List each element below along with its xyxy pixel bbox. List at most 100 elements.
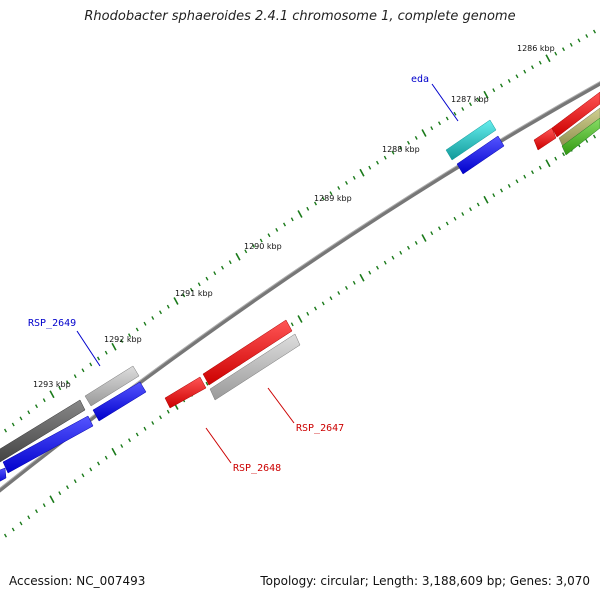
scale-tick-minor: [120, 444, 124, 448]
scale-tick-minor: [3, 428, 8, 433]
scale-tick-major: [359, 168, 365, 177]
scale-tick-minor: [65, 485, 70, 490]
scale-label-1289: 1289 kbp: [314, 194, 352, 203]
scale-tick-minor: [19, 416, 23, 421]
eda-leader-line: [431, 83, 459, 122]
scale-tick-minor: [27, 515, 31, 520]
scale-tick-minor: [11, 527, 15, 532]
scale-label-1293: 1293 kbp: [33, 380, 71, 389]
scale-tick-minor: [267, 233, 271, 238]
scale-tick-major: [483, 90, 489, 99]
scale-tick-major: [545, 54, 551, 63]
scale-tick-minor: [306, 311, 310, 316]
scale-tick-minor: [515, 74, 519, 79]
scale-tick-major: [483, 195, 489, 204]
accession-text: Accession: NC_007493: [9, 574, 146, 588]
scale-tick-minor: [42, 398, 46, 403]
scale-tick-minor: [515, 179, 519, 184]
feature-eda-gene[interactable]: [445, 119, 497, 161]
scale-tick-major: [49, 390, 55, 399]
scale-tick-minor: [530, 170, 535, 175]
scale-tick-minor: [461, 107, 465, 111]
scale-tick-minor: [523, 69, 527, 74]
scale-tick-minor: [437, 121, 442, 126]
feature-rsp2649-gene[interactable]: [84, 365, 140, 407]
scale-tick-minor: [375, 160, 380, 165]
scale-tick-minor: [399, 145, 403, 150]
scale-tick-minor: [476, 97, 480, 102]
scale-tick-minor: [561, 47, 566, 52]
scale-tick-minor: [523, 174, 527, 179]
scale-tick-minor: [530, 65, 535, 70]
gene-label-rsp2649[interactable]: RSP_2649: [28, 318, 76, 329]
scale-tick-minor: [11, 422, 15, 427]
scale-tick-minor: [453, 111, 457, 116]
gene-label-eda[interactable]: eda: [411, 74, 429, 85]
feature-dark-grey-gene[interactable]: [0, 399, 86, 463]
scale-tick-minor: [437, 226, 442, 231]
scale-tick-minor: [445, 116, 449, 121]
feature-red-large-gene[interactable]: [202, 319, 293, 386]
scale-tick-minor: [329, 296, 333, 301]
rsp2648-leader-line: [205, 427, 232, 464]
scale-tick-minor: [561, 152, 566, 157]
genome-summary-text: Topology: circular; Length: 3,188,609 bp…: [260, 574, 590, 588]
genome-backbone: [0, 81, 600, 493]
scale-tick-minor: [554, 156, 558, 161]
scale-label-1291: 1291 kbp: [175, 289, 213, 298]
scale-tick-minor: [592, 134, 597, 139]
scale-tick-major: [545, 159, 551, 168]
scale-tick-minor: [507, 183, 511, 188]
scale-tick-minor: [251, 243, 256, 248]
scale-tick-minor: [27, 410, 31, 415]
scale-tick-major: [173, 297, 179, 305]
feature-red-small-gene[interactable]: [164, 376, 207, 409]
scale-tick-minor: [228, 260, 232, 265]
feature-red-right-gene[interactable]: [533, 91, 600, 151]
scale-tick-major: [111, 447, 117, 456]
scale-tick-minor: [344, 180, 349, 185]
scale-tick-minor: [430, 231, 434, 236]
feature-green-gene[interactable]: [561, 117, 600, 156]
feature-blue-mid-gene[interactable]: [92, 381, 147, 422]
scale-tick-minor: [585, 34, 589, 38]
scale-tick-minor: [391, 255, 395, 260]
scale-tick-minor: [445, 221, 449, 226]
feature-rsp2647-gene[interactable]: [209, 333, 301, 401]
scale-tick-minor: [592, 29, 597, 34]
scale-tick-minor: [406, 245, 411, 250]
gene-label-rsp2647[interactable]: RSP_2647: [296, 423, 344, 434]
scale-tick-minor: [391, 150, 395, 155]
scale-tick-minor: [499, 83, 504, 88]
scale-tick-major: [421, 129, 427, 137]
scale-tick-minor: [127, 438, 132, 443]
scale-tick-minor: [414, 135, 418, 140]
map-title: Rhodobacter sphaeroides 2.4.1 chromosome…: [84, 9, 516, 24]
scale-tick-major: [297, 315, 303, 323]
scale-tick-minor: [461, 212, 465, 216]
scale-tick-minor: [468, 102, 473, 107]
scale-tick-minor: [73, 479, 77, 484]
scale-tick-minor: [344, 285, 349, 290]
scale-tick-minor: [182, 293, 186, 298]
scale-tick-minor: [577, 38, 581, 43]
scale-tick-minor: [313, 201, 318, 206]
scale-tick-minor: [58, 491, 62, 496]
scale-label-1290: 1290 kbp: [244, 242, 282, 251]
scale-tick-minor: [81, 473, 85, 478]
feature-blue-right-gene[interactable]: [456, 135, 505, 175]
feature-olive-gene[interactable]: [558, 107, 600, 148]
scale-tick-minor: [65, 380, 70, 385]
scale-tick-minor: [383, 155, 387, 160]
scale-tick-minor: [492, 193, 496, 198]
feature-blue-left-gene[interactable]: [0, 415, 94, 484]
gene-label-rsp2648[interactable]: RSP_2648: [233, 463, 281, 474]
scale-tick-minor: [453, 216, 457, 221]
scale-tick-minor: [189, 287, 194, 292]
scale-tick-minor: [321, 196, 325, 201]
scale-tick-minor: [81, 368, 85, 373]
scale-tick-minor: [282, 222, 287, 227]
scale-tick-minor: [213, 271, 217, 276]
scale-tick-minor: [205, 276, 209, 281]
scale-tick-minor: [158, 415, 163, 420]
